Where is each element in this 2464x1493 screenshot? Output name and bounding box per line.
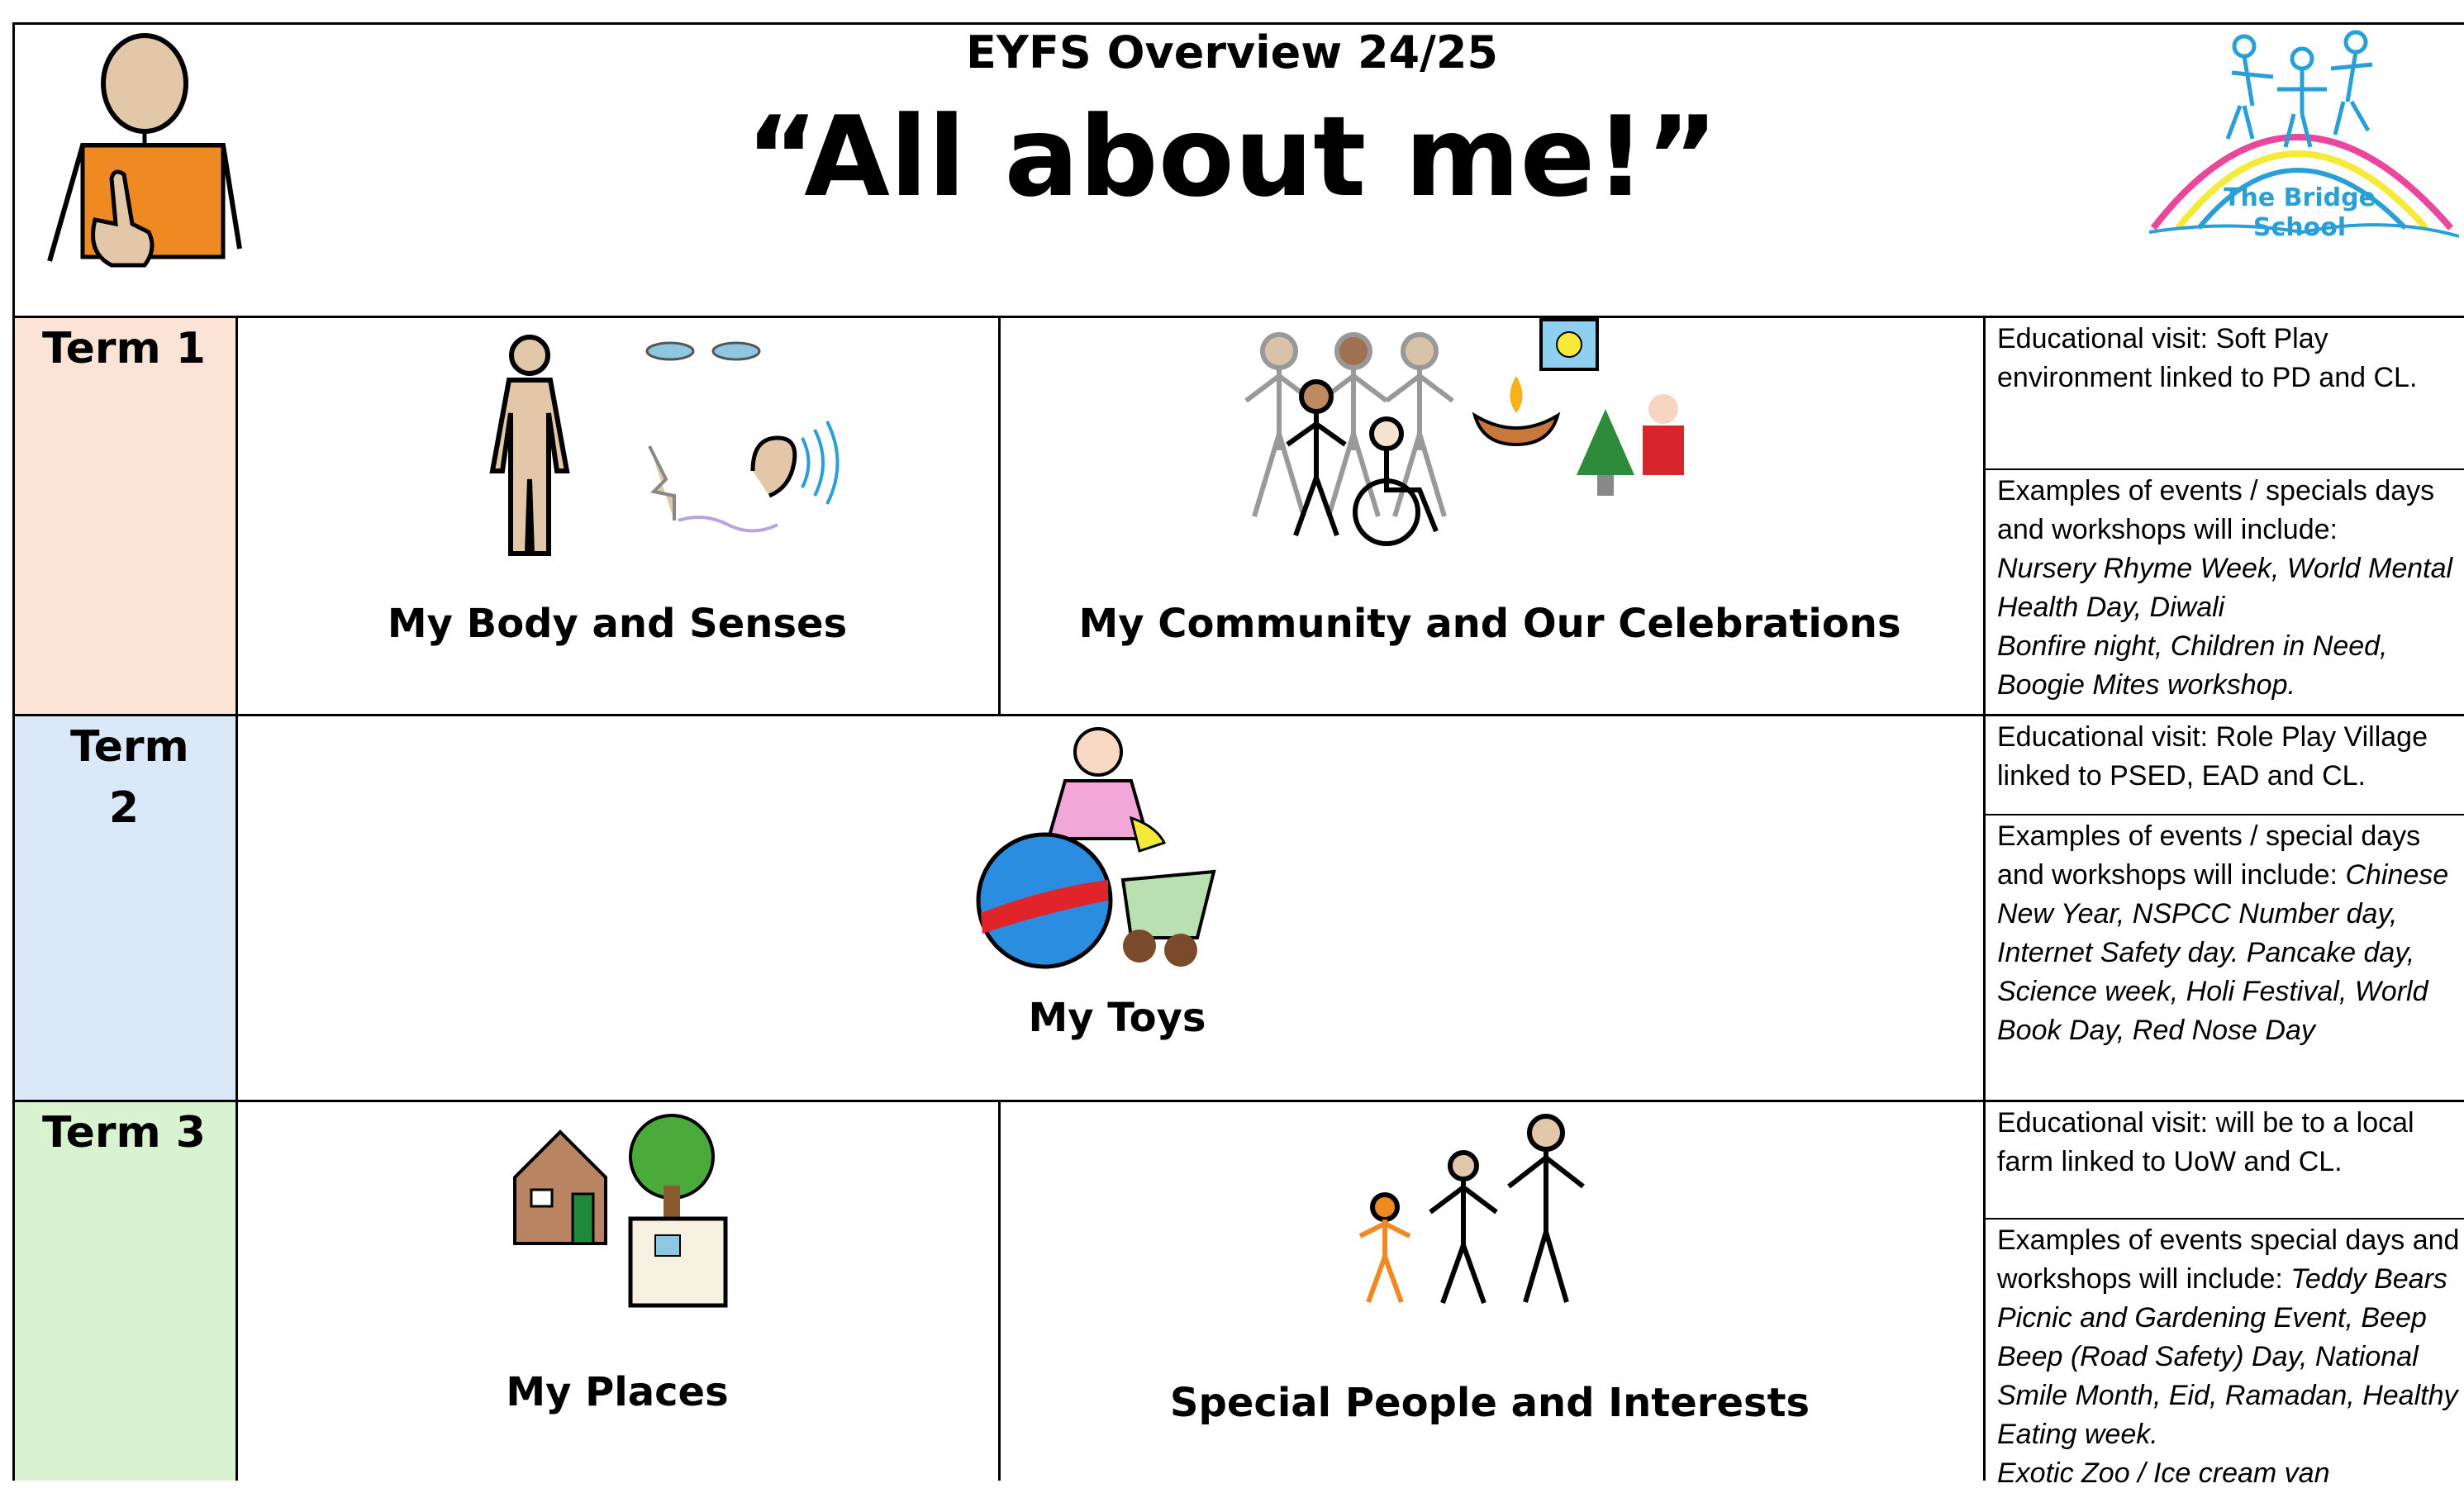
border: [998, 1100, 1001, 1481]
border: [12, 714, 2464, 716]
logo-text: School: [2252, 213, 2347, 242]
term-1-cell: [12, 316, 235, 714]
term-label: Term 1: [42, 324, 206, 373]
places-icon: [513, 1114, 728, 1308]
event-text: Bonfire night, Children in Need, Boogie …: [1997, 630, 2388, 701]
border: [1983, 814, 2464, 815]
events-note: Examples of events special days and work…: [1997, 1221, 2460, 1493]
signing-person-icon: [47, 33, 242, 268]
border: [1983, 468, 2464, 470]
visit-note: Educational visit: Role Play Village lin…: [1997, 721, 2428, 792]
event-text: Nursery Rhyme Week, World Mental Health …: [1997, 553, 2453, 623]
border: [12, 22, 15, 1481]
visit-note: Educational visit: will be to a local fa…: [1997, 1107, 2414, 1177]
border: [12, 316, 2464, 318]
events-note: Examples of events / special days and wo…: [1997, 817, 2460, 1050]
border: [1983, 316, 1986, 1481]
event-text: Exotic Zoo / Ice cream van: [1997, 1457, 2330, 1489]
logo-text: The Bridge: [2224, 183, 2376, 212]
term-label: Term 2: [70, 722, 189, 833]
subtitle: EYFS Overview 24/25: [966, 26, 1498, 78]
border: [998, 316, 1001, 714]
topic-label: My Toys: [1028, 995, 1206, 1041]
events-note: Examples of events / specials days and w…: [1997, 472, 2460, 705]
event-line: Nursery Rhyme Week, World Mental Health …: [1997, 549, 2460, 627]
topic-label: My Body and Senses: [387, 601, 848, 647]
term-3-cell: [12, 1100, 235, 1481]
visit-note: Educational visit: Soft Play environment…: [1997, 323, 2418, 393]
event-line: Exotic Zoo / Ice cream van: [1997, 1454, 2460, 1493]
topic-label: Special People and Interests: [1169, 1380, 1810, 1426]
events-intro: Examples of events special days and work…: [1997, 1224, 2460, 1295]
toys-icon: [976, 727, 1216, 969]
border: [1983, 1218, 2464, 1220]
border: [12, 22, 2464, 25]
events-intro: Examples of events / special days and wo…: [1997, 820, 2421, 891]
topic-label: My Places: [506, 1369, 729, 1415]
special-people-icon: [1358, 1114, 1585, 1305]
border: [235, 316, 238, 1481]
community-icon: [1244, 318, 1684, 546]
event-text: Teddy Bears Picnic and Gardening Event, …: [1997, 1263, 2458, 1450]
event-text: Chinese New Year, NSPCC Number day, Inte…: [1997, 859, 2449, 1046]
term-label: Term 3: [42, 1108, 206, 1158]
body-senses-icon: [489, 335, 840, 556]
topic-label: My Community and Our Celebrations: [1078, 601, 1901, 647]
border: [12, 1100, 2464, 1102]
term-2-cell: [12, 714, 235, 1100]
events-intro: Examples of events / specials days and w…: [1997, 475, 2435, 545]
title: “All about me!”: [745, 93, 1719, 221]
school-logo: [2148, 30, 2460, 238]
event-line: Bonfire night, Children in Need, Boogie …: [1997, 627, 2460, 705]
